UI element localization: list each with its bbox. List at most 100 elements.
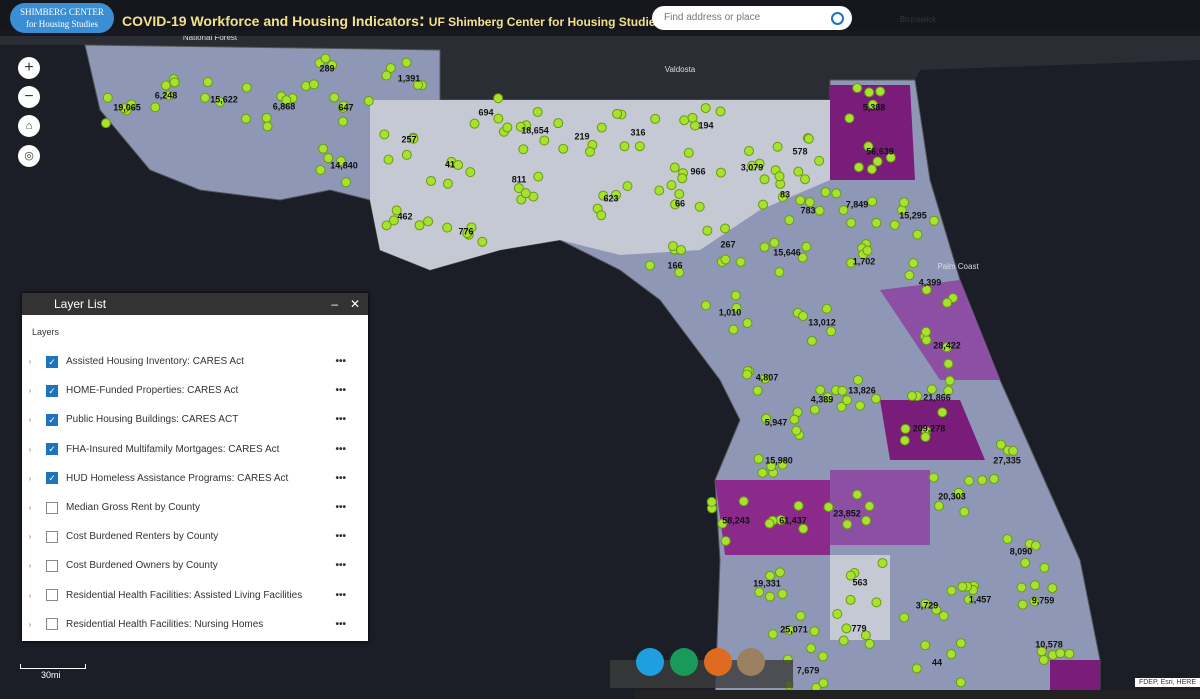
layer-menu[interactable]: ••• <box>335 443 346 455</box>
property-marker <box>261 112 272 123</box>
layer-menu[interactable]: ••• <box>335 618 346 630</box>
checkbox[interactable] <box>46 530 58 543</box>
layer-row[interactable]: › ✓ HUD Homeless Assistance Programs: CARE… <box>22 464 368 493</box>
home-button[interactable]: ⌂ <box>18 115 40 137</box>
layer-menu[interactable]: ••• <box>335 356 346 368</box>
layer-menu[interactable]: ••• <box>335 502 346 514</box>
county-label: 166 <box>667 260 682 270</box>
checkbox[interactable] <box>46 589 58 602</box>
property-marker <box>764 591 775 602</box>
property-marker <box>757 467 768 478</box>
county-label: 15,646 <box>773 247 801 257</box>
layers-button[interactable] <box>670 648 698 676</box>
property-marker <box>466 222 477 233</box>
property-marker <box>337 116 348 127</box>
layer-row[interactable]: › Residential Health Facilities: Assisted… <box>22 581 368 610</box>
layer-row[interactable]: › Cost Burdened Owners by County ••• <box>22 551 368 580</box>
layer-row[interactable]: › ✓ Public Housing Buildings: CARES ACT ••• <box>22 405 368 434</box>
layer-row[interactable]: › Median Gross Rent by County ••• <box>22 493 368 522</box>
section-label: Layers <box>32 327 60 337</box>
property-marker <box>728 324 739 335</box>
basemap-button[interactable] <box>737 648 765 676</box>
locate-button[interactable]: ◎ <box>18 145 40 167</box>
logo[interactable]: SHIMBERG CENTER for Housing Studies <box>10 3 114 33</box>
property-marker <box>558 143 569 154</box>
layer-row[interactable]: › Cost Burdened Renters by County ••• <box>22 522 368 551</box>
layer-row[interactable]: › ✓ HOME-Funded Properties: CARES Act ••• <box>22 376 368 405</box>
property-marker <box>502 122 513 133</box>
checkbox[interactable]: ✓ <box>46 355 58 368</box>
property-marker <box>838 205 849 216</box>
layer-name: Residential Health Facilities: Assisted … <box>66 589 303 601</box>
property-marker <box>823 502 834 513</box>
property-marker <box>413 79 424 90</box>
layer-menu[interactable]: ••• <box>335 531 346 543</box>
property-marker <box>963 594 974 605</box>
county-label: 219 <box>574 131 589 141</box>
property-marker <box>700 103 711 114</box>
layer-row[interactable]: › ✓ Assisted Housing Inventory: CARES Act •… <box>22 347 368 376</box>
property-marker <box>533 171 544 182</box>
legend-button[interactable] <box>636 648 664 676</box>
layer-name: HUD Homeless Assistance Programs: CARES … <box>66 472 289 484</box>
property-marker <box>126 99 137 110</box>
property-marker <box>1047 583 1058 594</box>
zoom-in[interactable]: + <box>18 57 40 79</box>
purple-county <box>830 470 930 545</box>
minimize[interactable]: – <box>331 297 338 311</box>
property-marker <box>775 567 786 578</box>
property-marker <box>100 118 111 129</box>
county-label: 23,852 <box>833 508 861 518</box>
checkbox[interactable]: ✓ <box>46 472 58 485</box>
property-marker <box>379 129 390 140</box>
property-marker <box>742 369 753 380</box>
checkbox[interactable]: ✓ <box>46 443 58 456</box>
checkbox[interactable]: ✓ <box>46 384 58 397</box>
checkbox[interactable]: ✓ <box>46 413 58 426</box>
checkbox[interactable] <box>46 559 58 572</box>
panel-title: Layer List <box>54 297 107 311</box>
layer-row[interactable]: › Residential Health Facilities: Nursing … <box>22 610 368 639</box>
layer-menu[interactable]: ••• <box>335 385 346 397</box>
property-marker <box>784 215 795 226</box>
property-marker <box>1029 596 1040 607</box>
checkbox[interactable] <box>46 501 58 514</box>
property-marker <box>832 608 843 619</box>
county-label: 21,866 <box>923 392 951 402</box>
property-marker <box>846 217 857 228</box>
property-marker <box>553 118 564 129</box>
property-marker <box>730 290 741 301</box>
expand-arrow: › <box>28 590 32 600</box>
property-marker <box>911 663 922 674</box>
county-label: 56,639 <box>866 146 894 156</box>
county-label: 6,248 <box>155 90 178 100</box>
title: COVID-19 Workforce and Housing Indicator… <box>122 13 419 29</box>
layer-menu[interactable]: ••• <box>335 472 346 484</box>
property-marker <box>920 598 931 609</box>
attribution: FDEP, Esri, HERE <box>1134 678 1200 687</box>
property-marker <box>742 318 753 329</box>
property-marker <box>720 535 731 546</box>
county-label: 811 <box>512 174 527 184</box>
search-box[interactable]: Find address or place <box>652 6 852 30</box>
checkbox[interactable] <box>46 618 58 631</box>
property-marker <box>539 135 550 146</box>
zoom-out[interactable]: − <box>18 86 40 108</box>
layer-name: Cost Burdened Owners by County <box>66 560 218 572</box>
layer-name: Assisted Housing Inventory: CARES Act <box>66 356 244 368</box>
share-button[interactable] <box>704 648 732 676</box>
property-marker <box>520 188 531 199</box>
county-label: 44 <box>932 657 942 667</box>
layer-menu[interactable]: ••• <box>335 560 346 572</box>
close[interactable]: ✕ <box>349 297 360 311</box>
header: SHIMBERG CENTER for Housing Studies COVID… <box>0 0 1200 36</box>
property-marker <box>169 77 180 88</box>
layer-menu[interactable]: ••• <box>335 589 346 601</box>
county-label: 19,065 <box>113 102 141 112</box>
property-marker <box>469 118 480 129</box>
layer-menu[interactable]: ••• <box>335 414 346 426</box>
layer-row[interactable]: › ✓ FHA-Insured Multifamily Mortgages: CAR… <box>22 435 368 464</box>
property-marker <box>931 604 942 615</box>
layer-name: HOME-Funded Properties: CARES Act <box>66 385 239 397</box>
search-button[interactable] <box>831 12 844 25</box>
